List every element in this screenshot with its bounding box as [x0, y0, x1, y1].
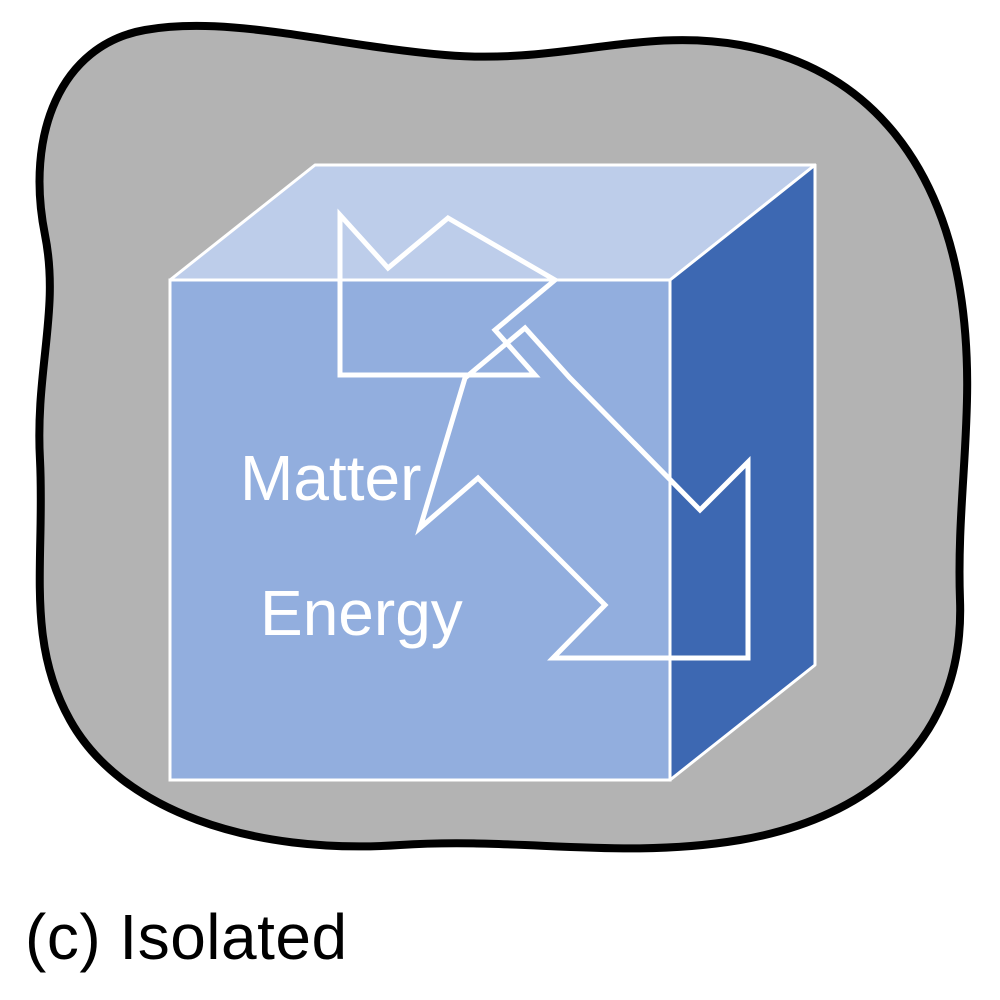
diagram-stage: Matter Energy (c) Isolated — [0, 0, 1000, 1000]
diagram-svg: Matter Energy — [0, 0, 1000, 870]
energy-label: Energy — [260, 577, 463, 649]
matter-label: Matter — [240, 442, 421, 514]
caption-text: (c) Isolated — [25, 900, 348, 974]
